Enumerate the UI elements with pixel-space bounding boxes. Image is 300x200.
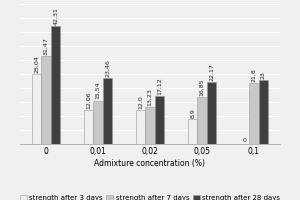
- Text: 12,06: 12,06: [86, 92, 91, 109]
- Text: 17,12: 17,12: [157, 77, 162, 95]
- Bar: [145, 107, 155, 144]
- Text: 13,23: 13,23: [148, 88, 152, 106]
- Bar: [103, 78, 112, 144]
- Bar: [41, 56, 51, 144]
- Bar: [259, 80, 268, 144]
- Bar: [51, 26, 60, 144]
- Text: 25,04: 25,04: [34, 55, 39, 73]
- Text: 42,31: 42,31: [53, 7, 58, 25]
- Text: 8,9: 8,9: [190, 108, 195, 118]
- Legend: strength after 3 days, strength after 7 days, strength after 28 days: strength after 3 days, strength after 7 …: [18, 192, 282, 200]
- Text: 22,17: 22,17: [209, 63, 214, 81]
- Text: 12,0: 12,0: [138, 96, 143, 109]
- Text: 16,85: 16,85: [200, 78, 204, 96]
- Text: 21,8: 21,8: [251, 68, 256, 82]
- Text: 23,46: 23,46: [105, 59, 110, 77]
- X-axis label: Admixture concentration (%): Admixture concentration (%): [94, 159, 206, 168]
- Bar: [136, 110, 145, 144]
- Bar: [188, 119, 197, 144]
- Bar: [249, 83, 259, 144]
- Text: 0: 0: [243, 138, 246, 143]
- Bar: [207, 82, 216, 144]
- Text: 31,47: 31,47: [44, 37, 49, 55]
- Bar: [197, 97, 207, 144]
- Bar: [84, 110, 93, 144]
- Bar: [93, 101, 103, 144]
- Bar: [155, 96, 164, 144]
- Text: 15,54: 15,54: [96, 82, 100, 99]
- Text: 23: 23: [261, 71, 266, 79]
- Bar: [32, 74, 41, 144]
